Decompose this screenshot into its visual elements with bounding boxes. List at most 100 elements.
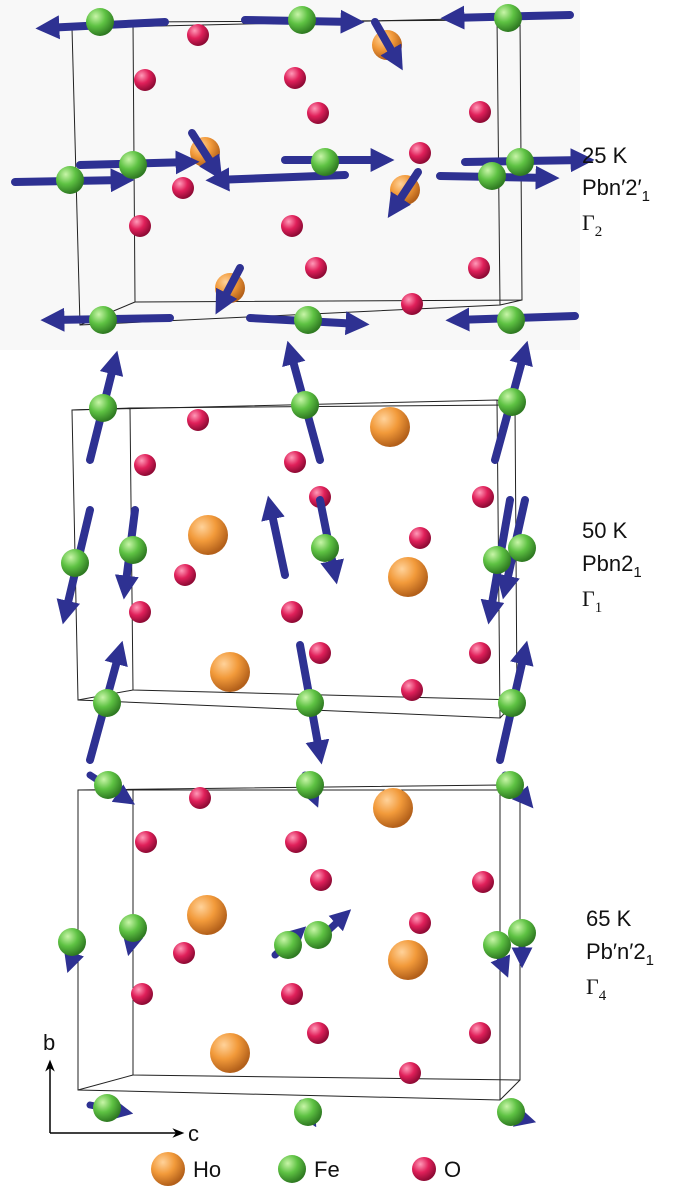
irrep: Γ2	[582, 210, 602, 240]
legend-label: O	[444, 1157, 461, 1182]
O-atom	[189, 787, 211, 809]
spin-arrow	[270, 505, 285, 575]
O-atom	[409, 142, 431, 164]
Ho-atom	[373, 788, 413, 828]
O-atom	[469, 1022, 491, 1044]
O-atom	[307, 1022, 329, 1044]
Fe-atom	[119, 151, 147, 179]
O-atom	[305, 257, 327, 279]
O-atom	[401, 293, 423, 315]
legend-swatch	[278, 1155, 306, 1183]
Fe-atom	[311, 534, 339, 562]
Ho-atom	[210, 1033, 250, 1073]
Fe-atom	[61, 549, 89, 577]
Fe-atom	[478, 162, 506, 190]
legend-label: Ho	[193, 1157, 221, 1182]
Fe-atom	[304, 921, 332, 949]
irrep: Γ4	[586, 974, 607, 1004]
O-atom	[310, 869, 332, 891]
axes-indicator: b c	[43, 1030, 199, 1146]
O-atom	[135, 831, 157, 853]
figure: 25 K Pbn′2′1 Γ2 50 K Pbn21 Γ1 65 K Pb′n′…	[0, 0, 684, 1197]
O-atom	[187, 24, 209, 46]
cell-edge	[500, 1080, 520, 1100]
Fe-atom	[296, 689, 324, 717]
O-atom	[309, 642, 331, 664]
axis-label: c	[188, 1121, 199, 1146]
Fe-atom	[296, 771, 324, 799]
Fe-atom	[294, 1098, 322, 1126]
Fe-atom	[89, 306, 117, 334]
O-atom	[134, 454, 156, 476]
O-atom	[284, 67, 306, 89]
O-atom	[307, 102, 329, 124]
Fe-atom	[89, 394, 117, 422]
Fe-atom	[291, 391, 319, 419]
cell-edge	[78, 1075, 133, 1090]
O-atom	[409, 527, 431, 549]
Fe-atom	[119, 914, 147, 942]
irrep: Γ1	[582, 586, 602, 616]
O-atom	[281, 601, 303, 623]
Fe-atom	[508, 534, 536, 562]
O-atom	[285, 831, 307, 853]
O-atom	[284, 451, 306, 473]
O-atom	[129, 215, 151, 237]
Fe-atom	[58, 928, 86, 956]
O-atom	[174, 564, 196, 586]
O-atom	[187, 409, 209, 431]
O-atom	[399, 1062, 421, 1084]
O-atom	[131, 983, 153, 1005]
space-group: Pbn′2′1	[582, 175, 650, 205]
legend-label: Fe	[314, 1157, 340, 1182]
legend: Ho Fe O	[151, 1152, 461, 1186]
Fe-atom	[498, 388, 526, 416]
O-atom	[281, 983, 303, 1005]
Fe-atom	[483, 931, 511, 959]
Fe-atom	[494, 4, 522, 32]
Fe-atom	[311, 148, 339, 176]
Ho-atom	[188, 515, 228, 555]
O-atom	[409, 912, 431, 934]
temperature: 65 K	[586, 906, 632, 931]
Ho-atom	[370, 407, 410, 447]
space-group: Pbn21	[582, 551, 642, 581]
Fe-atom	[506, 148, 534, 176]
temperature: 25 K	[582, 143, 628, 168]
Ho-atom	[210, 652, 250, 692]
O-atom	[129, 601, 151, 623]
legend-swatch	[412, 1157, 436, 1181]
O-atom	[134, 69, 156, 91]
O-atom	[401, 679, 423, 701]
O-atom	[468, 257, 490, 279]
Fe-atom	[274, 931, 302, 959]
Ho-atom	[388, 557, 428, 597]
Ho-atom	[388, 940, 428, 980]
legend-swatch	[151, 1152, 185, 1186]
Fe-atom	[496, 771, 524, 799]
O-atom	[469, 642, 491, 664]
O-atom	[281, 215, 303, 237]
Fe-atom	[94, 771, 122, 799]
temperature: 50 K	[582, 518, 628, 543]
panel-labels: 25 K Pbn′2′1 Γ2 50 K Pbn21 Γ1 65 K Pb′n′…	[582, 143, 654, 1004]
O-atom	[472, 871, 494, 893]
O-atom	[472, 486, 494, 508]
O-atom	[469, 101, 491, 123]
O-atom	[172, 177, 194, 199]
O-atom	[173, 942, 195, 964]
Fe-atom	[86, 8, 114, 36]
axis-label: b	[43, 1030, 55, 1055]
Ho-atom	[187, 895, 227, 935]
Fe-atom	[93, 689, 121, 717]
Fe-atom	[288, 6, 316, 34]
Fe-atom	[294, 306, 322, 334]
Fe-atom	[483, 546, 511, 574]
Fe-atom	[119, 536, 147, 564]
Fe-atom	[56, 166, 84, 194]
Fe-atom	[498, 689, 526, 717]
Fe-atom	[93, 1094, 121, 1122]
Fe-atom	[497, 1098, 525, 1126]
Fe-atom	[508, 919, 536, 947]
space-group: Pb′n′21	[586, 939, 654, 969]
